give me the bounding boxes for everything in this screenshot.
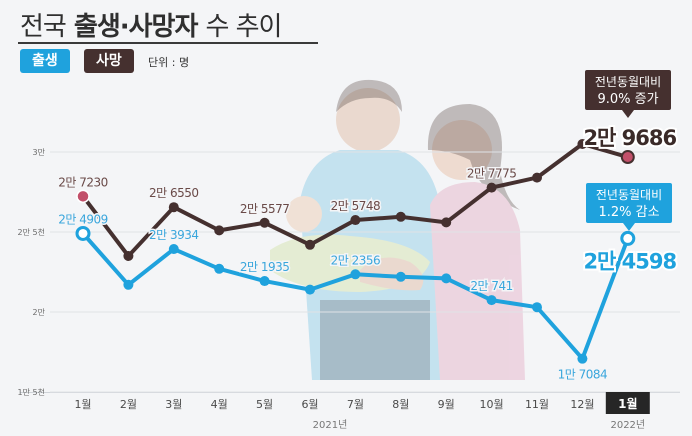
y-tick-label: 2만 (33, 308, 46, 317)
callout-line2-birth: 1.2% 감소 (598, 205, 659, 220)
data-point-birth (350, 269, 361, 280)
data-point-death (305, 239, 315, 250)
title-part-1: 전국 (20, 12, 67, 42)
x-tick-label: 12월 (570, 398, 594, 411)
data-point-birth (259, 276, 270, 287)
callout-line2-death: 9.0% 증가 (597, 92, 658, 107)
data-point-birth (214, 263, 225, 274)
data-point-death-last (620, 150, 635, 165)
title-part-3: 수 추이 (205, 12, 282, 42)
data-point-birth (577, 353, 588, 364)
end-label-birth: 2만 4598 (583, 249, 676, 273)
data-point-birth (123, 279, 134, 290)
title-part-2: 출생·사망자 (73, 12, 198, 42)
x-tick-label: 8월 (392, 398, 409, 411)
data-point-death (350, 215, 361, 226)
data-point-death (486, 182, 497, 193)
data-point-death-first (76, 189, 90, 204)
end-label-death: 2만 9686 (583, 126, 676, 150)
x-tick-label: 7월 (347, 398, 364, 411)
x-tick-label: 2월 (120, 398, 137, 411)
year-label-2022: 2022년 (610, 419, 645, 431)
data-label-death: 2만 7230 (58, 175, 108, 189)
data-label-birth: 2만 1935 (240, 260, 290, 274)
data-point-birth (532, 302, 542, 313)
callout-pointer-death (622, 110, 634, 118)
x-tick-label: 6월 (301, 398, 318, 411)
data-point-birth-last (620, 230, 636, 246)
data-point-death (123, 251, 134, 261)
year-label-2021: 2021년 (313, 419, 348, 431)
data-label-birth: 1만 7084 (558, 368, 608, 382)
x-tick-highlight (605, 392, 650, 414)
data-point-birth (395, 271, 406, 282)
x-tick-label: 9월 (438, 398, 455, 411)
data-label-birth: 2만 3934 (149, 228, 199, 242)
callout-line1-birth: 전년동월대비 (596, 188, 662, 202)
x-tick-label: 3월 (165, 398, 182, 411)
data-label-death: 2만 5748 (331, 199, 381, 213)
data-point-death (532, 172, 542, 183)
data-point-death (259, 217, 270, 228)
legend-death: 사망 (84, 49, 134, 73)
x-tick-label: 5월 (256, 398, 273, 411)
chart-title: 전국 출생·사망자 수 추이 (20, 6, 282, 43)
family-illustration (270, 79, 525, 380)
y-tick-label: 3만 (33, 148, 46, 157)
x-tick-label: 1월 (74, 398, 91, 411)
data-point-birth (168, 244, 179, 255)
data-point-death (577, 139, 588, 149)
data-point-birth (305, 284, 315, 295)
data-point-death (214, 225, 225, 236)
x-tick-label: 10월 (480, 398, 504, 411)
data-point-birth (441, 273, 452, 284)
data-point-death (168, 202, 179, 213)
x-tick-label: 11월 (525, 398, 549, 411)
callout-box-birth (586, 183, 672, 223)
callout-box-death (585, 70, 671, 110)
legend-birth: 출생 (20, 49, 70, 73)
y-tick-label: 1만 5천 (18, 387, 45, 397)
y-tick-label: 2만 5천 (18, 227, 45, 237)
x-tick-label: 4월 (211, 398, 228, 411)
data-point-birth-first (75, 225, 91, 241)
callout-pointer-birth (623, 223, 635, 231)
data-label-birth: 2만 741 (470, 279, 512, 293)
data-point-birth (486, 295, 497, 306)
callout-line1-death: 전년동월대비 (595, 75, 661, 89)
x-tick-label: 1월 (618, 396, 637, 411)
data-label-birth: 2만 2356 (331, 253, 381, 267)
unit-label: 단위 : 명 (148, 56, 190, 69)
data-label-birth: 2만 4909 (58, 212, 108, 226)
data-label-death: 2만 7775 (467, 167, 517, 181)
data-point-death (441, 217, 452, 228)
data-label-death: 2만 5577 (240, 202, 290, 216)
title-underline (18, 42, 318, 44)
data-label-death: 2만 6550 (149, 186, 199, 200)
data-point-death (395, 211, 406, 222)
